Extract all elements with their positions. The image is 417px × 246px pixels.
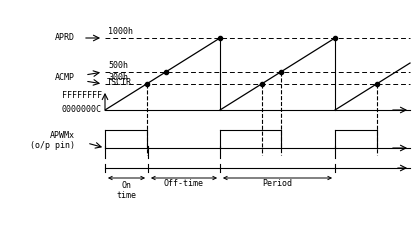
Text: Period: Period xyxy=(262,179,292,188)
Text: Off-time: Off-time xyxy=(164,179,204,188)
Text: APRD: APRD xyxy=(55,33,75,43)
Text: 0000000C: 0000000C xyxy=(62,106,102,114)
Text: On
time: On time xyxy=(116,181,136,200)
Text: 500h: 500h xyxy=(108,61,128,70)
Text: 300h: 300h xyxy=(108,73,128,82)
Text: (o/p pin): (o/p pin) xyxy=(30,140,75,150)
Text: 1000h: 1000h xyxy=(108,27,133,36)
Text: ACMP: ACMP xyxy=(55,74,75,82)
Text: TSCTR: TSCTR xyxy=(107,78,132,87)
Text: FFFFFFFF: FFFFFFFF xyxy=(62,91,102,99)
Text: APWMx: APWMx xyxy=(50,132,75,140)
